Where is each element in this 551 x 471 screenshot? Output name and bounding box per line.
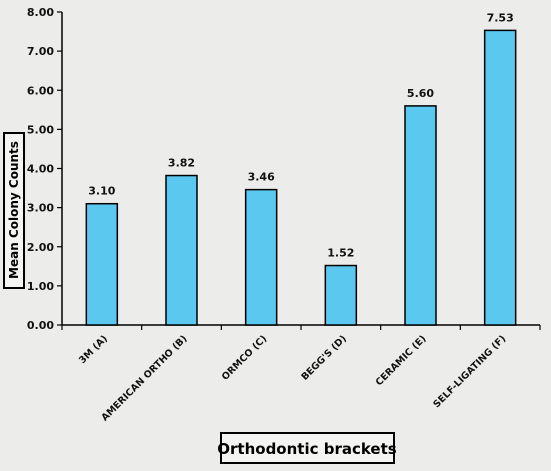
bar (324, 264, 358, 326)
category-label: SELF-LIGATING (F) (431, 333, 508, 410)
y-tick-label: 5.00 (27, 123, 54, 136)
category-label: BEGG'S (D) (299, 333, 348, 382)
data-label: 7.53 (487, 11, 514, 24)
category-label: CERAMIC (E) (374, 333, 429, 388)
category-label: 3M (A) (77, 333, 110, 366)
data-label: 3.10 (88, 185, 115, 198)
x-axis-title-box: Orthodontic brackets (217, 432, 397, 464)
bar (165, 174, 198, 326)
y-tick-label: 1.00 (27, 280, 54, 293)
bar (483, 29, 517, 326)
data-label: 5.60 (407, 87, 434, 100)
bar (244, 188, 278, 326)
x-axis-title: Orthodontic brackets (217, 440, 397, 458)
y-tick-label: 0.00 (27, 319, 54, 332)
chart-bars (85, 29, 517, 326)
y-tick-label: 7.00 (27, 45, 54, 58)
data-label: 3.82 (168, 157, 195, 170)
chart-axes (57, 11, 541, 330)
category-label: AMERICAN ORTHO (B) (100, 333, 190, 423)
y-tick-label: 3.00 (27, 202, 54, 215)
y-tick-label: 6.00 (27, 84, 54, 97)
data-label: 3.46 (248, 171, 275, 184)
y-tick-label: 2.00 (27, 241, 54, 254)
bar (404, 105, 437, 326)
category-label: ORMCO (C) (220, 333, 269, 382)
y-axis-title-box: Mean Colony Counts (3, 132, 25, 289)
bar (85, 202, 119, 326)
y-tick-label: 4.00 (27, 163, 54, 176)
y-axis-title: Mean Colony Counts (7, 141, 21, 279)
data-label: 1.52 (327, 247, 354, 260)
y-tick-label: 8.00 (27, 6, 54, 19)
